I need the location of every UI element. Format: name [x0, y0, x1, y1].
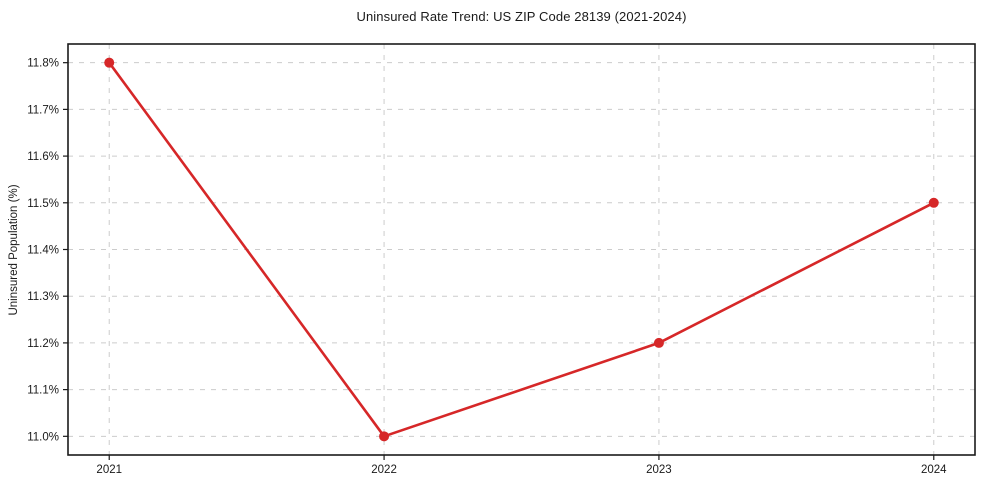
x-tick-label: 2023: [646, 464, 672, 476]
y-tick-label: 11.0%: [27, 431, 59, 443]
x-tick-label: 2021: [96, 464, 122, 476]
x-tick-label: 2022: [371, 464, 397, 476]
y-tick-label: 11.4%: [27, 245, 59, 257]
data-point-2023: [653, 337, 664, 348]
y-tick-label: 11.5%: [27, 198, 59, 210]
data-point-2024: [928, 197, 939, 208]
chart-title: Uninsured Rate Trend: US ZIP Code 28139 …: [356, 9, 687, 24]
y-tick-label: 11.7%: [27, 104, 59, 116]
x-tick-label: 2024: [921, 464, 947, 476]
trend-line: [107, 61, 936, 438]
data-point-2022: [379, 431, 390, 442]
data-point-2021: [104, 57, 115, 68]
y-tick-label: 11.6%: [27, 151, 59, 163]
y-tick-label: 11.2%: [27, 338, 59, 350]
y-tick-label: 11.3%: [27, 291, 59, 303]
y-tick-label: 11.1%: [27, 385, 59, 397]
y-tick-label: 11.8%: [27, 58, 59, 70]
